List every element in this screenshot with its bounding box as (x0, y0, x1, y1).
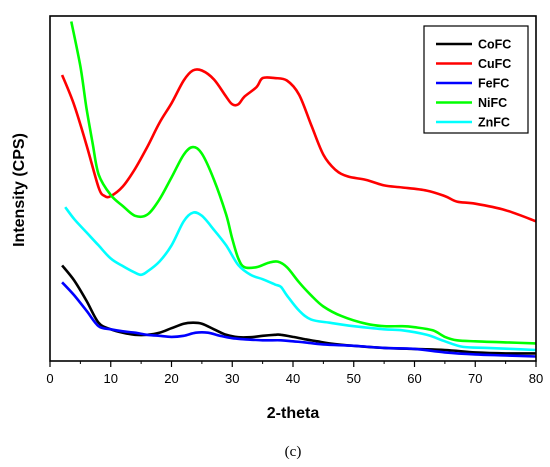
figure-caption: (c) (285, 444, 302, 460)
legend-label-cofc: CoFC (478, 38, 511, 52)
x-axis-ticks: 0 10 20 30 40 50 60 70 80 (46, 361, 543, 386)
x-tick-label: 50 (347, 371, 361, 386)
legend-box (423, 25, 529, 134)
legend-label-fefc: FeFC (478, 77, 509, 91)
series-line-znfc (64, 206, 536, 352)
x-tick-label: 40 (286, 371, 300, 386)
x-tick-label: 80 (529, 371, 543, 386)
plot-lines (60, 21, 536, 358)
x-axis-title: 2-theta (267, 405, 320, 422)
x-tick-label: 70 (468, 371, 482, 386)
x-tick-label: 30 (225, 371, 239, 386)
series-line-fefc (61, 281, 536, 358)
x-tick-label: 60 (407, 371, 421, 386)
x-tick-label: 10 (104, 371, 118, 386)
x-tick-label: 20 (164, 371, 178, 386)
series-line-nifc (70, 21, 536, 345)
legend: CoFC CuFC FeFC NiFC ZnFC (423, 25, 529, 134)
legend-label-nifc: NiFC (478, 96, 507, 110)
y-axis-title: Intensity (CPS) (11, 133, 28, 247)
x-tick-label: 0 (46, 371, 53, 386)
legend-label-znfc: ZnFC (478, 116, 510, 130)
series-line-cufc (60, 68, 536, 223)
legend-label-cufc: CuFC (478, 57, 511, 71)
